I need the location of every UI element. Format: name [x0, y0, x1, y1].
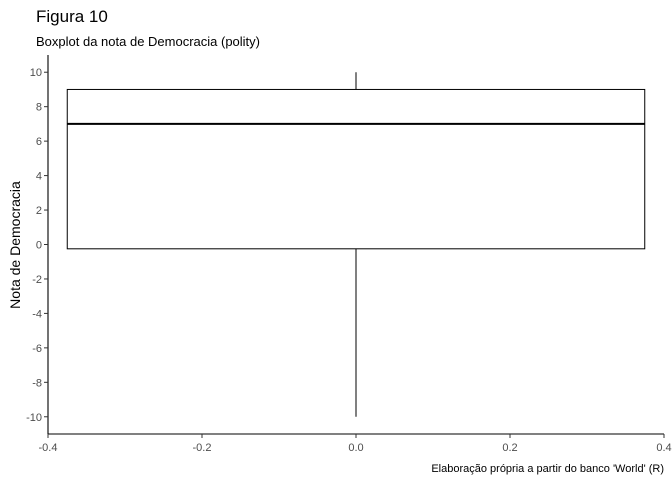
y-tick-label: -6	[32, 343, 42, 355]
y-tick-label: 8	[36, 102, 42, 114]
x-tick-label: 0.0	[348, 442, 363, 454]
iqr-box	[66, 88, 646, 250]
y-axis-title: Nota de Democracia	[7, 181, 23, 309]
y-tick-label: 10	[30, 67, 42, 79]
y-tick-label: 2	[36, 205, 42, 217]
y-tick-label: -8	[32, 377, 42, 389]
y-tick-label: -10	[26, 412, 42, 424]
chart-caption: Elaboração própria a partir do banco 'Wo…	[431, 463, 664, 475]
y-tick-label: -2	[32, 274, 42, 286]
x-tick-label: -0.4	[39, 442, 58, 454]
x-tick-label: 0.2	[502, 442, 517, 454]
plot-area: -10 -8 -6 -4 -2 0 2 4 6 8 10 -0.4 -0.2 0.0 0.2 0.4	[26, 55, 672, 454]
chart-title: Figura 10	[36, 7, 108, 26]
chart-subtitle: Boxplot da nota de Democracia (polity)	[36, 34, 260, 49]
y-tick-label: -4	[32, 308, 42, 320]
y-tick-label: 4	[36, 171, 42, 183]
y-tick-label: 6	[36, 136, 42, 148]
y-tick-label: 0	[36, 240, 42, 252]
x-tick-label: -0.2	[193, 442, 212, 454]
x-tick-label: 0.4	[656, 442, 671, 454]
